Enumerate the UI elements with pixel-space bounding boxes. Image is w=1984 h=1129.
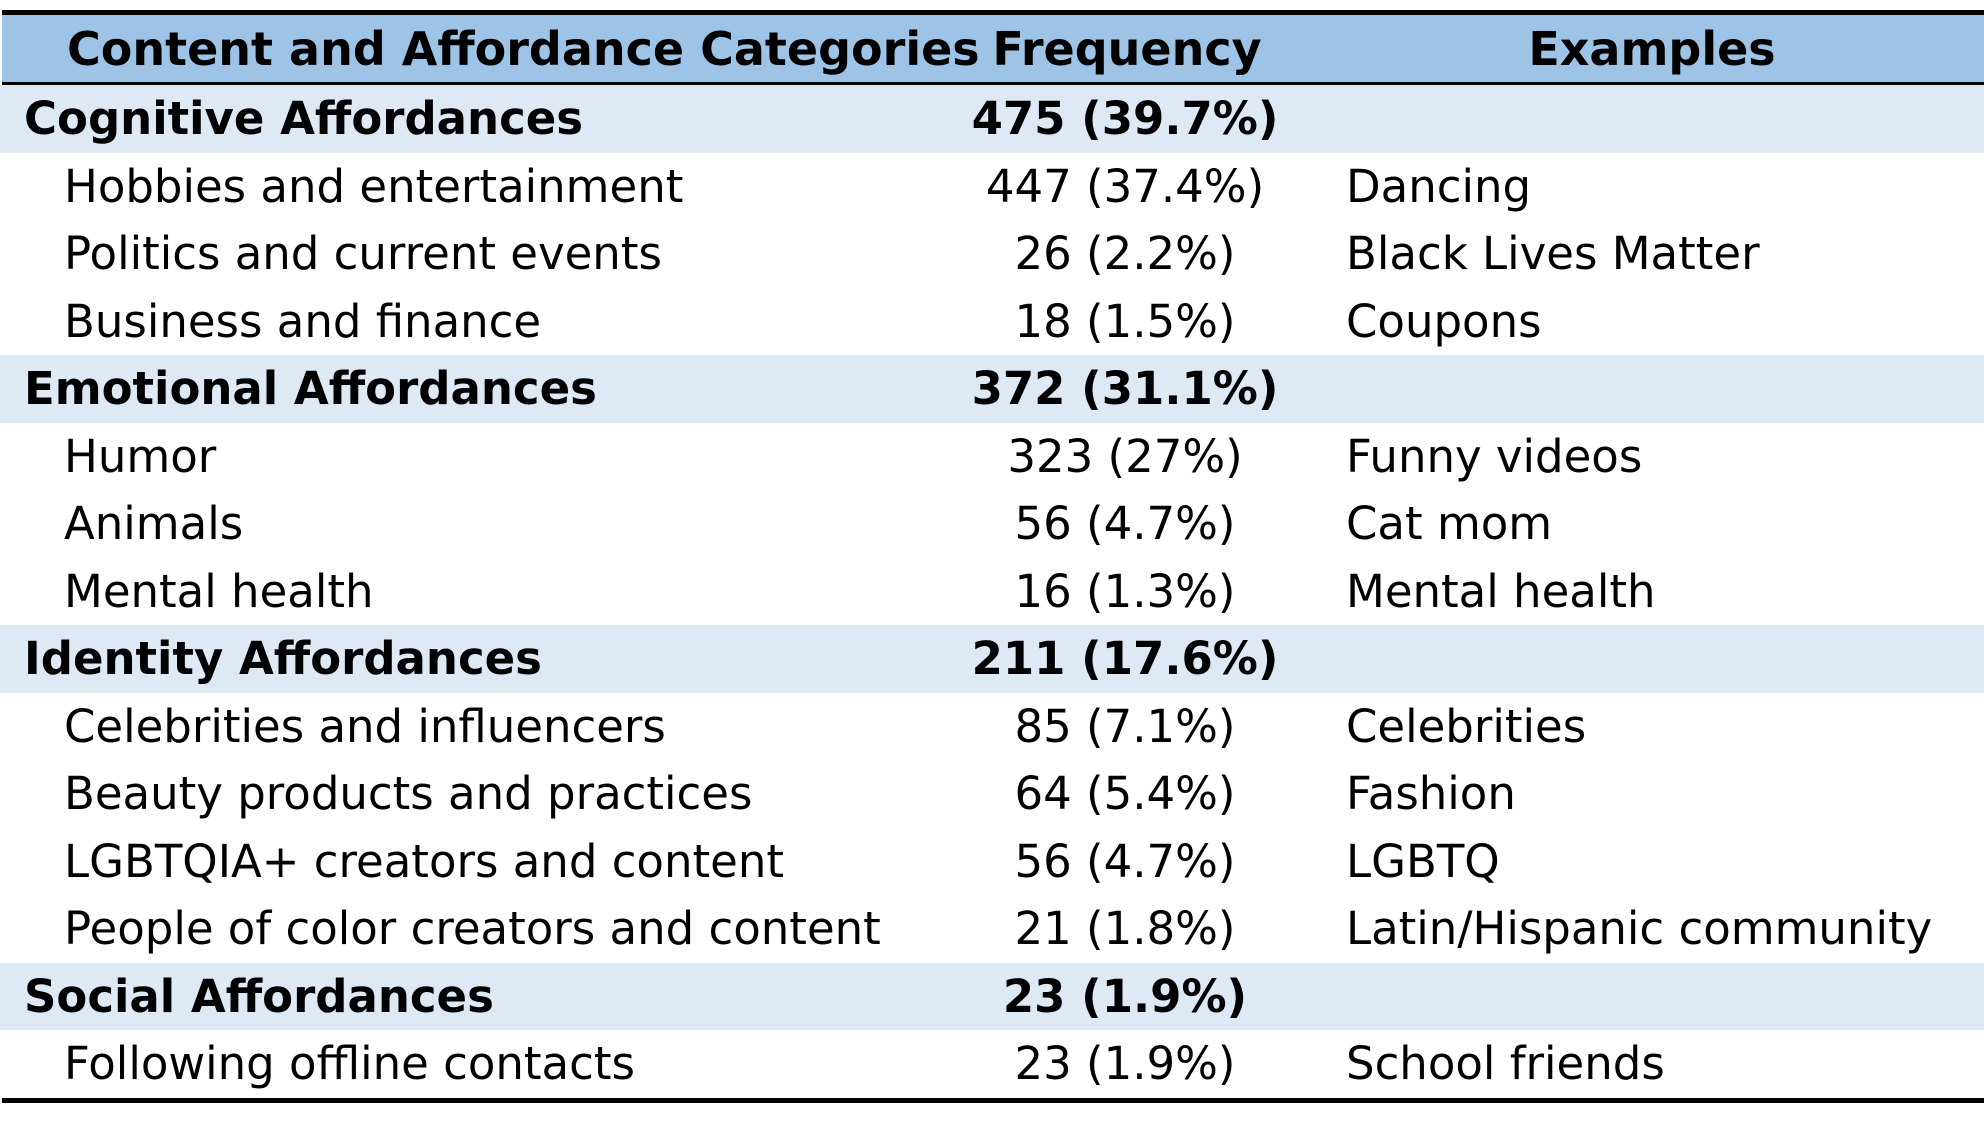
item-name: Politics and current events: [64, 227, 662, 281]
item-frequency: 85 (7.1%): [1014, 699, 1236, 753]
category-frequency: 23 (1.9%): [1002, 969, 1248, 1023]
item-name: Mental health: [64, 564, 374, 618]
item-example: Funny videos: [1346, 429, 1643, 483]
item-example: Coupons: [1346, 294, 1542, 348]
table-row: Hobbies and entertainment 447 (37.4%) Da…: [0, 152, 1984, 220]
item-frequency: 18 (1.5%): [1014, 294, 1236, 348]
category-row-cognitive: Cognitive Affordances 475 (39.7%): [0, 85, 1984, 153]
category-name: Social Affordances: [24, 969, 494, 1023]
category-row-identity: Identity Affordances 211 (17.6%): [0, 625, 1984, 693]
table-header-row: Content and Affordance Categories Freque…: [2, 15, 1984, 85]
table-row: Beauty products and practices 64 (5.4%) …: [0, 760, 1984, 828]
item-frequency: 23 (1.9%): [1014, 1037, 1236, 1091]
table-row: Business and finance 18 (1.5%) Coupons: [0, 287, 1984, 355]
category-name: Cognitive Affordances: [24, 92, 584, 146]
table-row: Following offline contacts 23 (1.9%) Sch…: [0, 1030, 1984, 1098]
table-row: Mental health 16 (1.3%) Mental health: [0, 557, 1984, 625]
item-example: Dancing: [1346, 159, 1532, 213]
category-row-emotional: Emotional Affordances 372 (31.1%): [0, 355, 1984, 423]
table-row: Celebrities and influencers 85 (7.1%) Ce…: [0, 692, 1984, 760]
bottom-rule: [2, 1097, 1984, 1103]
category-row-social: Social Affordances 23 (1.9%): [0, 962, 1984, 1030]
item-example: Mental health: [1346, 564, 1656, 618]
item-name: Humor: [64, 429, 217, 483]
category-name: Identity Affordances: [24, 632, 542, 686]
item-frequency: 447 (37.4%): [985, 159, 1265, 213]
item-name: Celebrities and influencers: [64, 699, 666, 753]
table-row: People of color creators and content 21 …: [0, 895, 1984, 963]
item-name: People of color creators and content: [64, 902, 881, 956]
item-name: LGBTQIA+ creators and content: [64, 834, 784, 888]
table-row: Humor 323 (27%) Funny videos: [0, 422, 1984, 490]
table-row: Politics and current events 26 (2.2%) Bl…: [0, 220, 1984, 288]
item-example: Latin/Hispanic community: [1346, 902, 1933, 956]
header-category: Content and Affordance Categories: [67, 21, 980, 76]
table-row: LGBTQIA+ creators and content 56 (4.7%) …: [0, 827, 1984, 895]
item-example: LGBTQ: [1346, 834, 1500, 888]
item-frequency: 16 (1.3%): [1014, 564, 1236, 618]
item-frequency: 26 (2.2%): [1014, 227, 1236, 281]
category-frequency: 211 (17.6%): [971, 632, 1279, 686]
item-example: Fashion: [1346, 767, 1516, 821]
item-name: Animals: [64, 497, 244, 551]
item-example: Black Lives Matter: [1346, 227, 1760, 281]
item-example: Celebrities: [1346, 699, 1587, 753]
item-frequency: 64 (5.4%): [1014, 767, 1236, 821]
category-frequency: 475 (39.7%): [971, 92, 1279, 146]
item-frequency: 21 (1.8%): [1014, 902, 1236, 956]
category-name: Emotional Affordances: [24, 362, 597, 416]
category-frequency: 372 (31.1%): [971, 362, 1279, 416]
item-name: Beauty products and practices: [64, 767, 753, 821]
item-example: School friends: [1346, 1037, 1665, 1091]
header-frequency: Frequency: [992, 21, 1262, 76]
item-name: Business and finance: [64, 294, 542, 348]
top-rule: [2, 10, 1984, 15]
affordance-table: Content and Affordance Categories Freque…: [0, 10, 1984, 1103]
header-examples: Examples: [1528, 21, 1776, 76]
table-row: Animals 56 (4.7%) Cat mom: [0, 490, 1984, 558]
item-frequency: 56 (4.7%): [1014, 834, 1236, 888]
item-frequency: 323 (27%): [1007, 429, 1243, 483]
item-name: Following offline contacts: [64, 1037, 635, 1091]
item-frequency: 56 (4.7%): [1014, 497, 1236, 551]
item-name: Hobbies and entertainment: [64, 159, 684, 213]
item-example: Cat mom: [1346, 497, 1553, 551]
